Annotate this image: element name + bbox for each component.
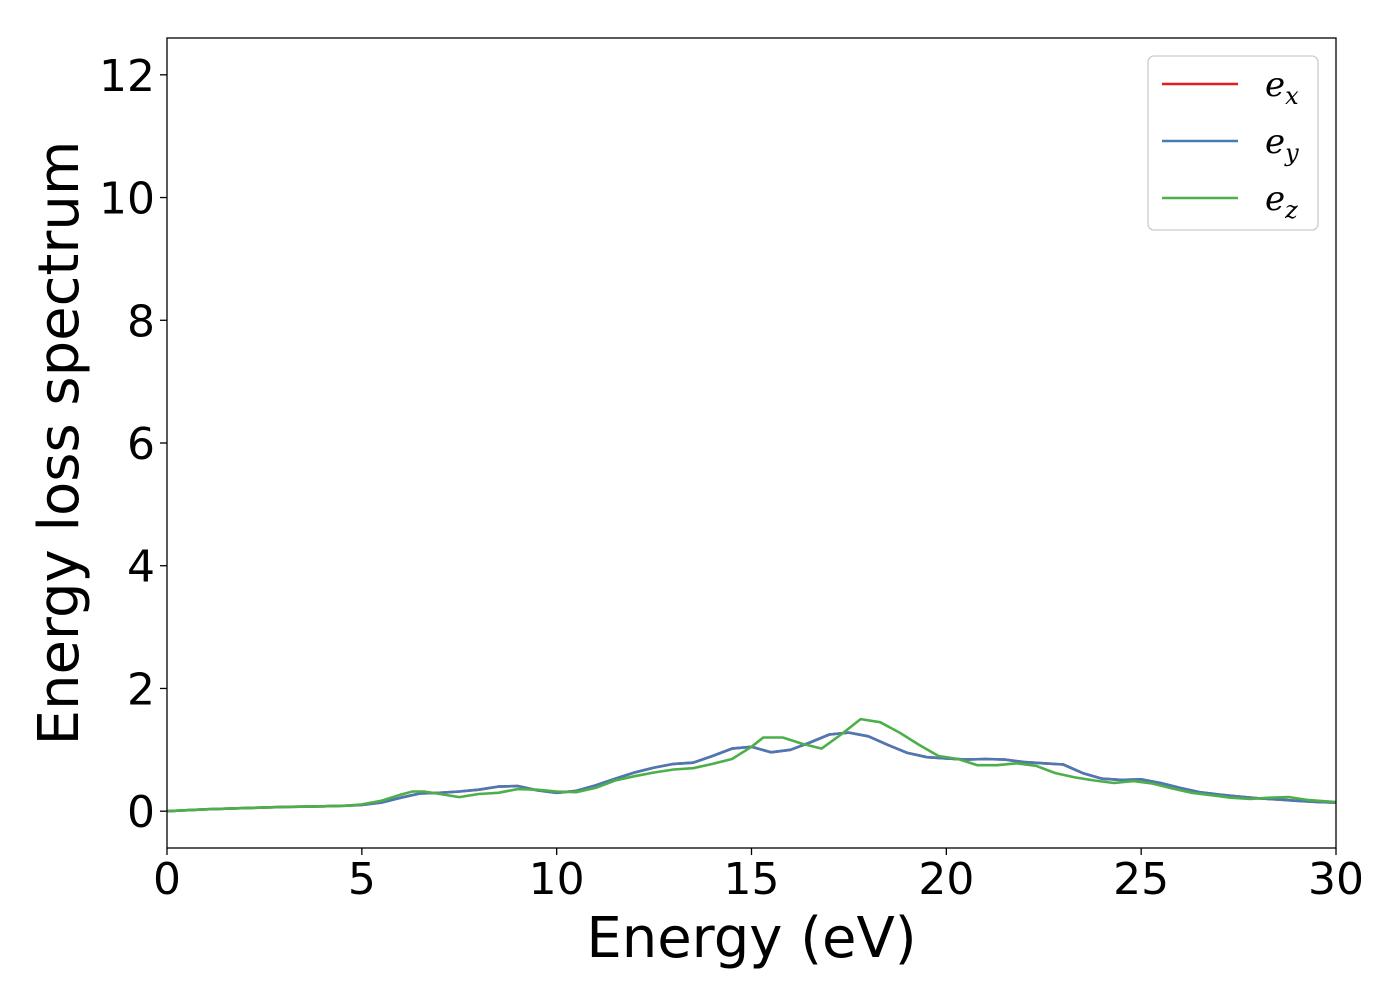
- y-tick-label: 4: [127, 542, 155, 593]
- y-tick-label: 8: [127, 296, 155, 347]
- x-axis-label: Energy (eV): [586, 906, 916, 971]
- y-tick-label: 2: [127, 664, 155, 715]
- legend-label-x: ex: [1265, 65, 1299, 110]
- x-tick-label: 15: [724, 854, 780, 905]
- legend-label-subscript: x: [1285, 82, 1299, 110]
- x-tick-label: 25: [1113, 854, 1169, 905]
- x-tick-label: 0: [153, 854, 181, 905]
- y-tick-label: 6: [127, 419, 155, 470]
- series-line-z: [166, 717, 1337, 813]
- legend-box: [1147, 55, 1319, 231]
- axis-ticks: 0 5 10 15 20 25 30 0 2 4 6 8 10 12: [99, 51, 1364, 905]
- y-tick-label: 12: [99, 51, 155, 102]
- series-lines: [166, 717, 1337, 813]
- legend-label-base: e: [1265, 122, 1285, 162]
- y-axis-label: Energy loss spectrum: [27, 141, 92, 746]
- y-tick-label: 0: [127, 787, 155, 838]
- x-tick-label: 30: [1308, 854, 1364, 905]
- x-tick-label: 10: [529, 854, 585, 905]
- legend-label-z: ez: [1265, 179, 1298, 224]
- x-tick-label: 20: [918, 854, 974, 905]
- legend-label-base: e: [1265, 179, 1285, 219]
- y-tick-label: 10: [99, 174, 155, 225]
- legend-label-subscript: z: [1284, 196, 1298, 224]
- legend-label-y: ey: [1265, 122, 1299, 167]
- x-tick-label: 5: [348, 854, 376, 905]
- legend-label-base: e: [1265, 65, 1285, 105]
- legend-label-subscript: y: [1284, 139, 1299, 167]
